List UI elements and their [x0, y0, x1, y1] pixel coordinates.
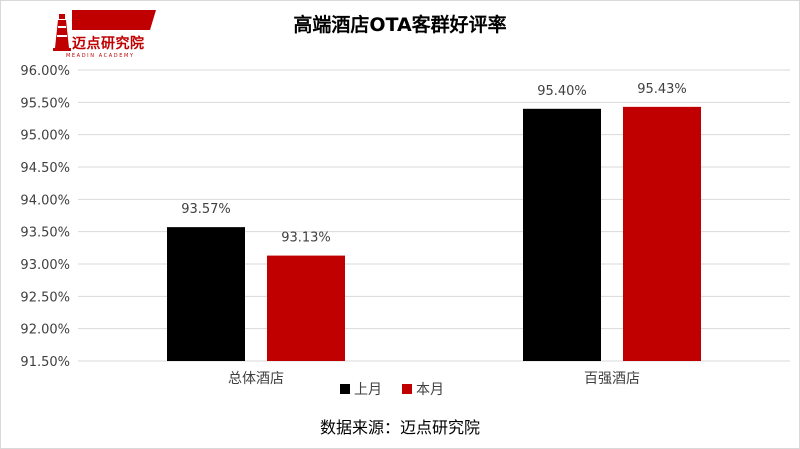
y-tick-label: 92.50% [20, 290, 70, 305]
lighthouse-icon [53, 10, 156, 51]
data-label: 93.57% [181, 202, 231, 217]
y-tick-label: 93.00% [20, 258, 70, 273]
bar [167, 227, 245, 361]
bar [523, 108, 601, 361]
logo-name: 迈点研究院 [72, 36, 145, 52]
y-tick-label: 91.50% [20, 355, 70, 370]
x-tick-label: 百强酒店 [584, 371, 640, 387]
x-tick-label: 总体酒店 [228, 371, 284, 387]
source-note: 数据来源：迈点研究院 [320, 418, 480, 437]
legend-swatch [402, 384, 412, 394]
y-tick-label: 95.00% [20, 129, 70, 144]
y-tick-label: 94.50% [20, 161, 70, 176]
legend-label: 上月 [354, 382, 382, 398]
bar [267, 255, 345, 361]
y-tick-label: 95.50% [20, 96, 70, 111]
y-tick-label: 94.00% [20, 193, 70, 208]
legend-swatch [340, 384, 350, 394]
data-label: 95.40% [537, 84, 587, 99]
data-label: 95.43% [637, 82, 687, 97]
data-label: 93.13% [281, 231, 331, 246]
logo-subtitle: MEADIN ACADEMY [66, 53, 135, 59]
y-tick-label: 92.00% [20, 323, 70, 338]
chart-title: 高端酒店OTA客群好评率 [293, 13, 506, 36]
legend-label: 本月 [416, 382, 444, 398]
y-tick-label: 96.00% [20, 64, 70, 79]
y-tick-label: 93.50% [20, 226, 70, 241]
brand-logo: 迈点研究院 MEADIN ACADEMY [52, 8, 162, 60]
bar [623, 106, 701, 361]
